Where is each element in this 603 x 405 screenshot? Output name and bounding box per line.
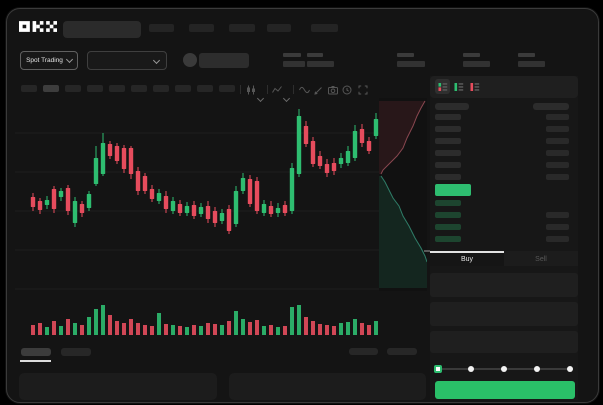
bottom-right-pill[interactable] <box>349 348 378 355</box>
search-input[interactable] <box>63 21 141 38</box>
timeframe-button[interactable] <box>219 85 235 92</box>
bottom-right-pill[interactable] <box>387 348 417 355</box>
buy-submit-button[interactable] <box>435 381 575 399</box>
ask-price-skeleton[interactable] <box>435 162 461 168</box>
bid-price-skeleton[interactable] <box>435 224 461 230</box>
bottom-tab-underline <box>20 360 51 362</box>
market-type-selector[interactable]: Spot Trading <box>20 51 78 70</box>
chevron-down-icon <box>65 55 73 64</box>
stat-value-skeleton <box>518 61 545 67</box>
tab-sell[interactable]: Sell <box>504 251 578 266</box>
ask-amount-skeleton <box>546 150 569 156</box>
order-price-field[interactable] <box>430 273 578 297</box>
pair-title-skeleton <box>199 53 249 68</box>
orderbook-bids-icon[interactable] <box>451 79 466 94</box>
clock-icon[interactable] <box>341 84 352 95</box>
indicators-icon[interactable] <box>271 84 282 95</box>
nav-item[interactable] <box>267 24 291 32</box>
depth-chart <box>379 98 427 291</box>
bottom-tab[interactable] <box>61 348 91 356</box>
timeframe-button[interactable] <box>153 85 169 92</box>
orderbook-asks-icon[interactable] <box>467 79 482 94</box>
order-total-field[interactable] <box>430 331 578 353</box>
last-price-marker <box>424 250 432 252</box>
orderbook-header-amount <box>533 103 569 110</box>
ask-price-skeleton[interactable] <box>435 174 461 180</box>
chevron-down-icon <box>152 56 161 65</box>
slider-stop[interactable] <box>534 366 540 372</box>
stat-label-skeleton <box>307 53 323 57</box>
stat-label-skeleton <box>283 53 301 57</box>
ask-amount-skeleton <box>546 138 569 144</box>
ask-price-skeleton[interactable] <box>435 114 461 120</box>
ask-amount-skeleton <box>546 114 569 120</box>
order-amount-field[interactable] <box>430 302 578 326</box>
ask-amount-skeleton <box>546 174 569 180</box>
slider-stop[interactable] <box>567 366 573 372</box>
bottom-tab-active[interactable] <box>21 348 51 356</box>
amount-slider[interactable] <box>430 361 578 377</box>
toolbar-divider <box>293 85 294 94</box>
ask-price-skeleton[interactable] <box>435 150 461 156</box>
stat-label-skeleton <box>463 53 480 57</box>
okx-logo <box>19 21 57 32</box>
ask-price-skeleton[interactable] <box>435 126 461 132</box>
bid-amount-skeleton <box>546 224 569 230</box>
bottom-panel <box>19 373 217 400</box>
wave-icon[interactable] <box>299 84 310 95</box>
timeframe-button[interactable] <box>43 85 59 92</box>
tab-buy-label: Buy <box>460 256 474 263</box>
nav-item[interactable] <box>229 24 255 32</box>
stat-label-skeleton <box>397 53 414 57</box>
tab-buy[interactable]: Buy <box>430 251 504 266</box>
ask-price-skeleton[interactable] <box>435 138 461 144</box>
orderbook-toolbar <box>430 76 578 98</box>
volume-chart[interactable] <box>15 299 379 335</box>
candlestick-icon[interactable] <box>245 84 256 95</box>
bid-price-skeleton[interactable] <box>435 212 461 218</box>
camera-icon[interactable] <box>327 84 338 95</box>
stat-value-skeleton <box>283 61 305 67</box>
timeframe-button[interactable] <box>65 85 81 92</box>
stat-label-skeleton <box>518 53 535 57</box>
draw-icon[interactable] <box>313 84 324 95</box>
stat-value-skeleton <box>463 61 490 67</box>
nav-item[interactable] <box>311 24 338 32</box>
bid-price-skeleton[interactable] <box>435 236 461 242</box>
pair-coin-icon <box>183 53 197 67</box>
orderbook-last-price[interactable] <box>435 184 471 196</box>
slider-stop[interactable] <box>468 366 474 372</box>
timeframe-button[interactable] <box>109 85 125 92</box>
nav-item[interactable] <box>189 24 214 32</box>
bid-amount-skeleton <box>546 212 569 218</box>
toolbar-divider <box>240 85 241 94</box>
toolbar-divider <box>267 85 268 94</box>
orderbook-header-price <box>435 103 469 110</box>
bid-amount-skeleton <box>546 236 569 242</box>
bottom-panel <box>229 373 426 400</box>
ask-amount-skeleton <box>546 126 569 132</box>
timeframe-button[interactable] <box>175 85 191 92</box>
tab-sell-label: Sell <box>535 256 547 263</box>
orderbook-split-icon[interactable] <box>435 79 450 94</box>
candlestick-chart[interactable] <box>15 101 379 291</box>
timeframe-button[interactable] <box>197 85 213 92</box>
bid-price-skeleton[interactable] <box>435 200 461 206</box>
timeframe-button[interactable] <box>131 85 147 92</box>
slider-handle[interactable] <box>434 365 442 373</box>
stat-value-skeleton <box>307 61 334 67</box>
slider-stop[interactable] <box>501 366 507 372</box>
timeframe-button[interactable] <box>21 85 37 92</box>
market-type-label: Spot Trading <box>26 57 63 64</box>
timeframe-button[interactable] <box>87 85 103 92</box>
okx-window: Spot Trading Buy Sell <box>6 8 599 403</box>
fullscreen-icon[interactable] <box>357 84 368 95</box>
ask-amount-skeleton <box>546 162 569 168</box>
nav-item[interactable] <box>149 24 174 32</box>
stat-value-skeleton <box>397 61 425 67</box>
pair-selector[interactable] <box>87 51 167 70</box>
